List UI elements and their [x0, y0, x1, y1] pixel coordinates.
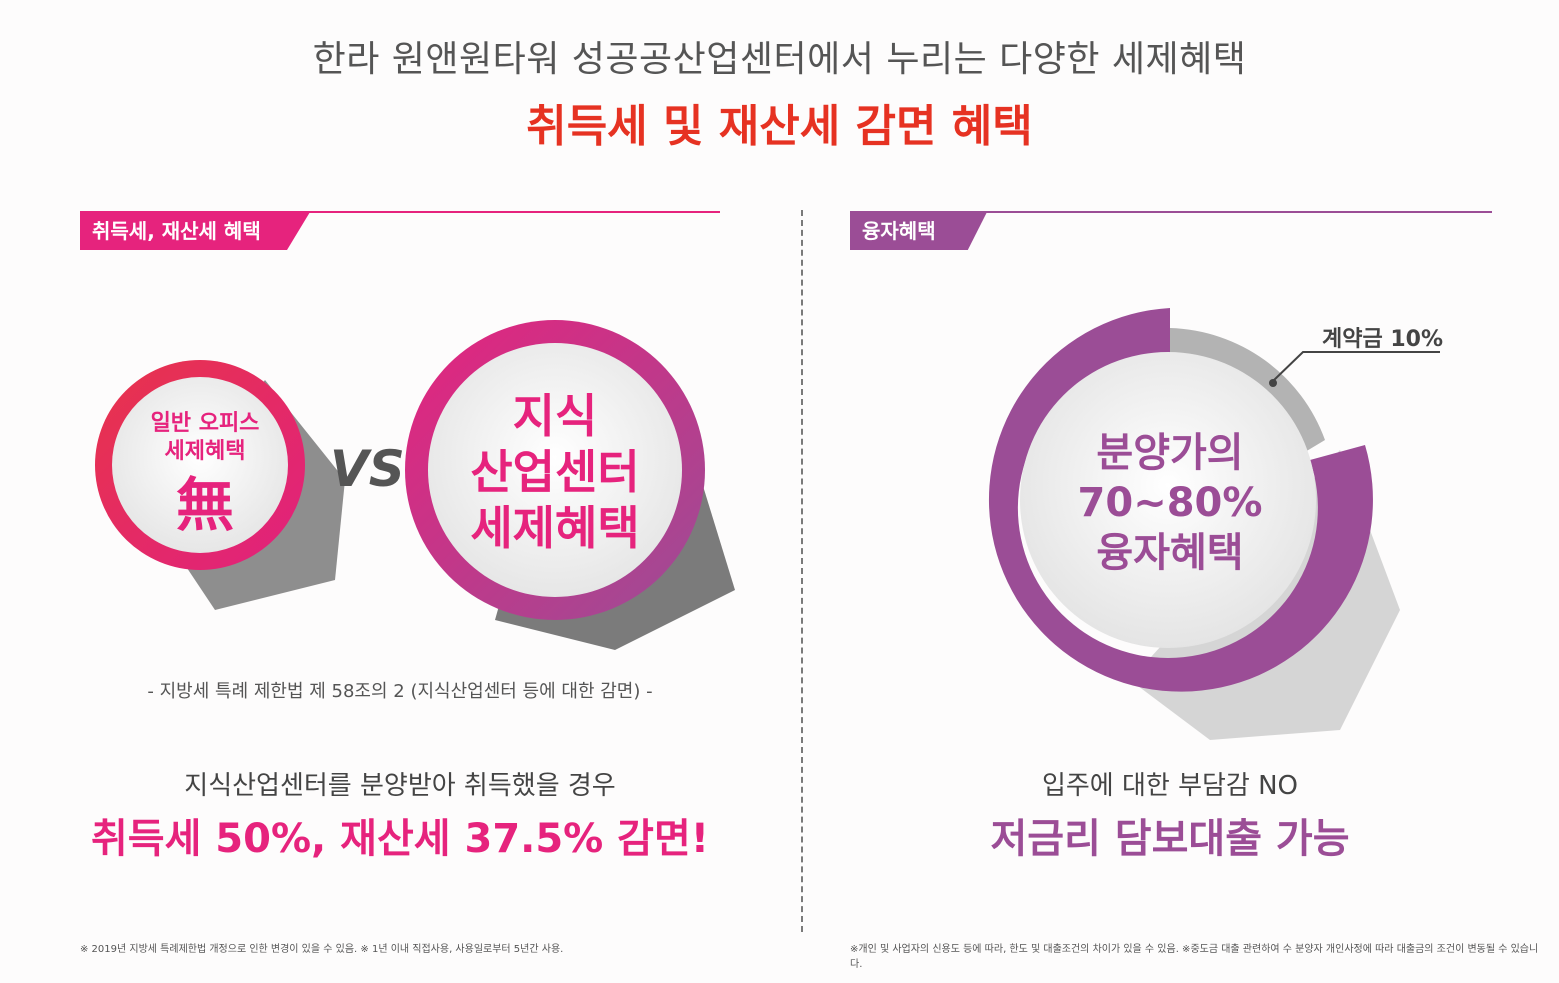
- small-circle-line1: 일반 오피스: [150, 411, 260, 436]
- small-circle-face: [112, 377, 288, 553]
- right-summary: 입주에 대한 부담감 NO: [1041, 771, 1299, 801]
- vs-label: VS: [330, 440, 405, 498]
- deposit-label: 계약금 10%: [1322, 327, 1444, 352]
- law-note: - 지방세 특례 제한법 제 58조의 2 (지식산업센터 등에 대한 감면) …: [147, 681, 653, 702]
- page-title: 취득세 및 재산세 감면 혜택: [526, 101, 1033, 152]
- loan-donut-chart: [988, 308, 1440, 740]
- small-circle-text: 일반 오피스 세제혜택 無: [120, 410, 290, 544]
- right-section-tag: 융자혜택: [850, 212, 987, 250]
- large-circle-line2: 산업센터: [470, 445, 640, 499]
- large-circle-face: [428, 343, 682, 597]
- right-section-rule: [850, 211, 1492, 213]
- left-section-rule: [80, 211, 720, 213]
- donut-line2: 70~80%: [1077, 480, 1263, 526]
- left-highlight: 취득세 50%, 재산세 37.5% 감면!: [90, 816, 710, 862]
- left-summary: 지식산업센터를 분양받아 취득했을 경우: [184, 771, 616, 801]
- large-circle-line1: 지식: [512, 389, 598, 443]
- deposit-leader-dot: [1269, 379, 1277, 387]
- left-section-tag: 취득세, 재산세 혜택: [80, 212, 310, 250]
- section-divider: [801, 210, 803, 932]
- small-circle-line2: 세제혜택: [164, 439, 246, 464]
- right-footnote: ※개인 및 사업자의 신용도 등에 따라, 한도 및 대출조건의 차이가 있을 …: [850, 944, 1539, 970]
- large-circle-line3: 세제혜택: [470, 501, 640, 555]
- large-circle-text: 지식 산업센터 세제혜택: [440, 388, 670, 556]
- left-footnote: ※ 2019년 지방세 특례제한법 개정으로 인한 변경이 있을 수 있음. ※…: [80, 944, 564, 955]
- right-highlight: 저금리 담보대출 가능: [990, 816, 1350, 862]
- deposit-leader: [1272, 351, 1440, 382]
- donut-center-text: 분양가의 70~80% 융자혜택: [1050, 428, 1290, 578]
- small-circle-line3: 無: [175, 471, 234, 539]
- tax-comparison-graphic: [95, 320, 735, 650]
- page-subtitle: 한라 원앤원타워 성공공산업센터에서 누리는 다양한 세제혜택: [312, 39, 1247, 80]
- donut-line1: 분양가의: [1096, 430, 1244, 476]
- donut-line3: 융자혜택: [1096, 530, 1244, 576]
- donut-center: [1020, 352, 1316, 648]
